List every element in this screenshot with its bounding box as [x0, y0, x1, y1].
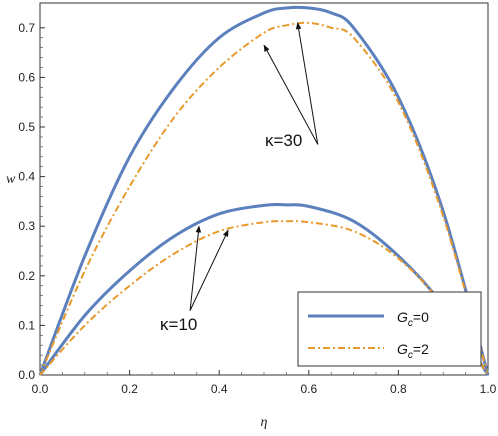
legend-label-gc0: Gc=0 [397, 309, 429, 329]
x-axis-label: η [261, 415, 268, 430]
y-tick-label: 0.1 [18, 318, 35, 332]
series-line-gc2 [39, 220, 489, 376]
x-tick-label: 1.0 [480, 382, 497, 396]
x-tick-label: 0.6 [300, 382, 317, 396]
y-tick-label: 0.3 [18, 219, 35, 233]
y-tick-label: 0.0 [18, 368, 35, 382]
y-tick-label: 0.7 [18, 21, 35, 35]
annotation-arrow [263, 44, 319, 145]
x-tick-label: 0.0 [32, 382, 49, 396]
legend-box [297, 291, 482, 367]
x-tick-label: 0.2 [121, 382, 138, 396]
y-axis-label: w [6, 172, 16, 187]
series [38, 5, 490, 376]
arrows [189, 22, 319, 311]
series-line-gc0 [38, 5, 490, 376]
y-tick-label: 0.6 [18, 70, 35, 84]
annotation-arrow [189, 225, 202, 311]
series-line-gc2 [39, 21, 489, 376]
x-tick-label: 0.8 [390, 382, 407, 396]
annotation-kappa-30: κ=30 [265, 131, 302, 150]
annotation-arrow [295, 22, 319, 145]
annotation-arrow [189, 229, 229, 311]
ticks: 0.0 0.2 0.4 0.6 0.8 1.0 0.0 0.1 0.2 0.3 0.4 0.5 0.6 0… [18, 21, 496, 396]
legend: Gc=0 Gc=2 [297, 291, 482, 367]
annotation-kappa-10: κ=10 [160, 315, 197, 334]
y-tick-label: 0.2 [18, 269, 35, 283]
y-tick-label: 0.5 [18, 120, 35, 134]
legend-label-gc2: Gc=2 [397, 341, 429, 361]
x-tick-label: 0.4 [211, 382, 228, 396]
y-tick-label: 0.4 [18, 170, 35, 184]
